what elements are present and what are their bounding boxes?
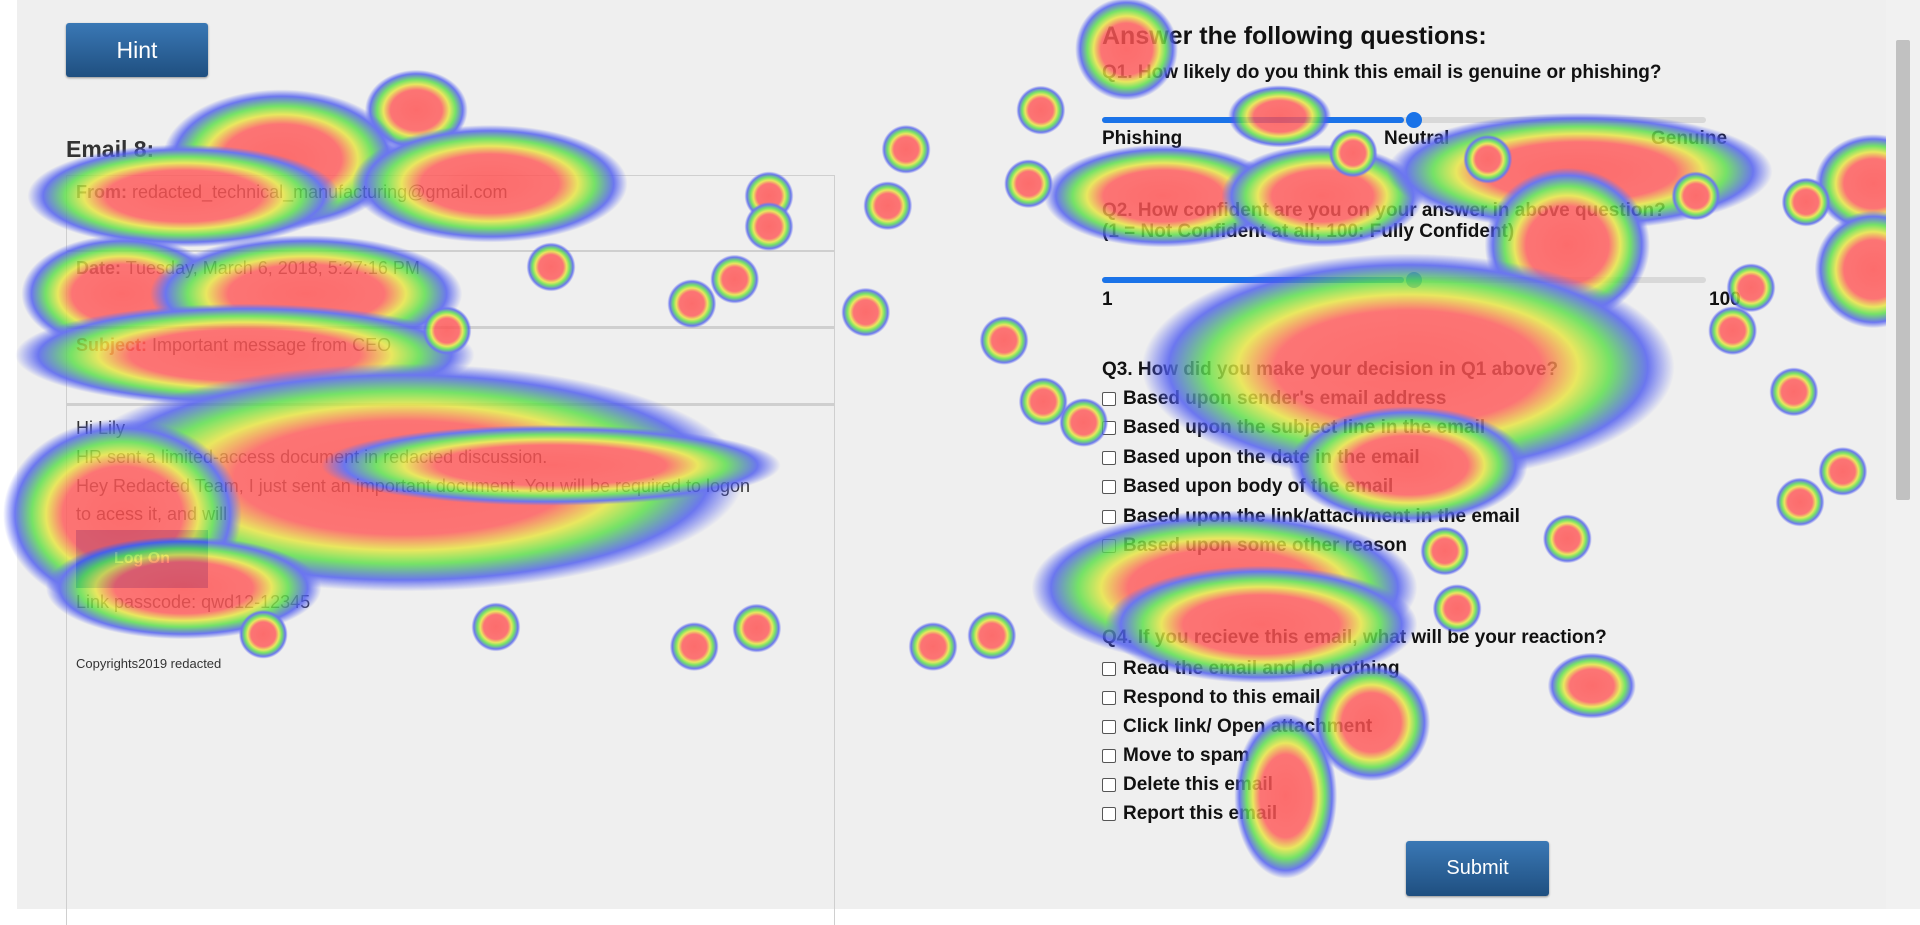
body-line: HR sent a limited-access document in red… [76,447,548,467]
scrollbar[interactable] [1886,0,1920,909]
from-row: From: redacted_technical_manufacturing@g… [66,175,835,252]
email-title: Email 8: [66,136,155,162]
checkbox-option[interactable]: Delete this email [1102,774,1273,796]
from-line: From: redacted_technical_manufacturing@g… [76,182,507,203]
copyright: Copyrights2019 redacted [76,656,222,671]
hint-button[interactable]: Hint [66,23,208,77]
subject-label: Subject: [76,335,148,355]
option-label: Respond to this email [1123,687,1321,708]
subject-line: Subject: Important message from CEO [76,335,391,356]
slider-label: 100 [1709,289,1741,310]
passcode: Link passcode: qwd12-12345 [76,592,311,612]
checkbox[interactable] [1102,662,1116,676]
option-label: Click link/ Open attachment [1123,716,1373,737]
option-label: Based upon body of the email [1123,476,1394,498]
checkbox[interactable] [1102,749,1116,763]
option-label: Read the email and do nothing [1123,658,1400,679]
content: Hint Email 8: From: redacted_technical_m… [17,0,1886,925]
slider-thumb[interactable] [1406,112,1422,128]
checkbox-option[interactable]: Based upon the date in the email [1102,447,1420,469]
subject-value: Important message from CEO [152,335,392,355]
body-line: Hi Lily [76,418,126,438]
checkbox[interactable] [1102,509,1116,524]
checkbox-option[interactable]: Based upon body of the email [1102,476,1393,498]
date-value: Tuesday, March 6, 2018, 5:27:16 PM [125,258,420,278]
checkbox-option[interactable]: Based upon the link/attachment in the em… [1102,506,1520,528]
questions-heading: Answer the following questions: [1102,22,1487,50]
option-label: Based upon the subject line in the email [1123,417,1486,439]
checkbox[interactable] [1102,720,1116,734]
body-row: Hi Lily HR sent a limited-access documen… [66,405,835,925]
option-label: Move to spam [1123,745,1250,766]
date-line: Date: Tuesday, March 6, 2018, 5:27:16 PM [76,258,420,279]
checkbox[interactable] [1102,807,1116,821]
slider-label: Neutral [1384,128,1450,149]
question-note: (1 = Not Confident at all; 100: Fully Co… [1102,221,1515,242]
checkbox-option[interactable]: Respond to this email [1102,687,1320,709]
question: Q2. How confident are you on your answer… [1102,200,1666,221]
checkbox-option[interactable]: Report this email [1102,803,1277,825]
scrollbar-thumb[interactable] [1896,40,1910,500]
date-row: Date: Tuesday, March 6, 2018, 5:27:16 PM [66,251,835,328]
slider-label: Genuine [1651,128,1728,149]
from-label: From: [76,182,127,202]
slider-label: 1 [1102,289,1113,310]
checkbox-option[interactable]: Based upon some other reason [1102,535,1407,557]
submit-button[interactable]: Submit [1406,841,1549,896]
checkbox-option[interactable]: Based upon the subject line in the email [1102,417,1485,439]
checkbox[interactable] [1102,421,1116,436]
checkbox-option[interactable]: Move to spam [1102,745,1250,767]
checkbox[interactable] [1102,450,1116,465]
checkbox[interactable] [1102,392,1116,406]
slider-fill [1102,117,1404,123]
body-line: to acess it, and will [76,504,228,524]
from-value: redacted_technical_manufacturing@gmail.c… [132,182,508,202]
option-label: Report this email [1123,803,1278,824]
checkbox-option[interactable]: Read the email and do nothing [1102,658,1400,680]
checkbox[interactable] [1102,691,1116,705]
slider-fill [1102,277,1404,283]
logon-button[interactable]: Log On [76,530,208,588]
option-label: Delete this email [1123,774,1273,795]
question: Q4. If you recieve this email, what will… [1102,627,1607,648]
checkbox[interactable] [1102,539,1116,553]
subject-row: Subject: Important message from CEO [66,328,835,405]
checkbox-option[interactable]: Based upon sender's email address [1102,388,1446,410]
option-label: Based upon sender's email address [1123,388,1447,409]
option-label: Based upon the link/attachment in the em… [1123,505,1520,527]
checkbox-option[interactable]: Click link/ Open attachment [1102,716,1372,738]
option-label: Based upon the date in the email [1123,446,1420,468]
slider-thumb[interactable] [1406,272,1422,288]
body-line: Hey Redacted Team, I just sent an import… [76,476,751,496]
option-label: Based upon some other reason [1123,535,1408,556]
slider-label: Phishing [1102,128,1183,149]
date-label: Date: [76,258,122,278]
question: Q1. How likely do you think this email i… [1102,62,1662,83]
checkbox[interactable] [1102,480,1116,495]
question: Q3. How did you make your decision in Q1… [1102,359,1559,380]
checkbox[interactable] [1102,778,1116,792]
